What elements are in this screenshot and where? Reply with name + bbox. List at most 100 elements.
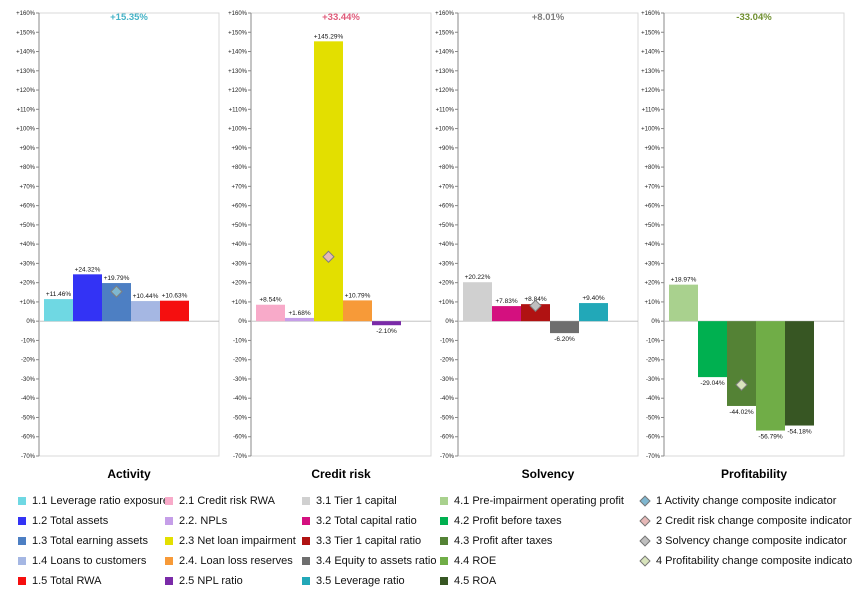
y-tick-label: -60% <box>440 435 455 441</box>
y-tick-label: +70% <box>19 184 35 190</box>
legend-swatch <box>18 497 26 505</box>
y-tick-label: +140% <box>435 50 455 56</box>
legend-swatch <box>165 497 173 505</box>
y-tick-label: +120% <box>228 88 248 94</box>
legend-item: 2.5 NPL ratio <box>165 575 243 587</box>
bar <box>669 284 698 322</box>
legend-item: 4.1 Pre-impairment operating profit <box>440 495 624 507</box>
legend-item: 3.2 Total capital ratio <box>302 515 417 527</box>
legend-label: 4.4 ROE <box>454 555 497 567</box>
legend-item: 3 Solvency change composite indicator <box>639 535 847 547</box>
y-tick-label: +140% <box>16 50 36 56</box>
y-tick-label: +50% <box>231 223 247 229</box>
y-tick-label: +120% <box>435 88 455 94</box>
y-tick-label: +90% <box>644 146 660 152</box>
y-tick-label: +150% <box>435 30 455 36</box>
y-tick-label: -70% <box>646 454 661 460</box>
y-tick-label: +130% <box>435 69 455 75</box>
legend-item: 1.1 Leverage ratio exposure <box>18 495 169 507</box>
bar <box>160 300 189 322</box>
legend-label: 3.1 Tier 1 capital <box>316 495 397 507</box>
legend-label: 3 Solvency change composite indicator <box>656 535 847 547</box>
legend-swatch <box>18 557 26 565</box>
y-tick-label: +20% <box>644 281 660 287</box>
bar <box>785 321 814 426</box>
legend-label: 3.5 Leverage ratio <box>316 575 405 587</box>
y-tick-label: +100% <box>435 127 455 133</box>
y-tick-label: +150% <box>228 30 248 36</box>
composite-marker <box>110 285 123 298</box>
y-tick-label: +120% <box>641 88 661 94</box>
y-tick-label: -40% <box>233 396 248 402</box>
legend-label: 3.3 Tier 1 capital ratio <box>316 535 422 547</box>
y-tick-label: +120% <box>16 88 36 94</box>
legend-label: 3.2 Total capital ratio <box>316 515 417 527</box>
y-tick-label: -60% <box>646 435 661 441</box>
panel-title: Profitability <box>721 467 787 481</box>
data-label: +9.40% <box>582 295 604 302</box>
legend-swatch <box>302 577 310 585</box>
composite-value: +8.01% <box>532 12 565 23</box>
legend-item: 2.4. Loan loss reserves <box>165 555 293 567</box>
y-tick-label: -60% <box>21 435 36 441</box>
y-tick-label: +70% <box>644 184 660 190</box>
legend-label: 4 Profitability change composite indicat… <box>656 555 853 567</box>
y-tick-label: +140% <box>641 50 661 56</box>
legend-diamond-icon <box>639 515 651 527</box>
y-tick-label: 0% <box>651 319 660 325</box>
legend-item: 4.4 ROE <box>440 555 496 567</box>
y-tick-label: +110% <box>229 107 248 113</box>
y-tick-label: -70% <box>440 454 455 460</box>
legend-item: 2 Credit risk change composite indicator <box>639 515 852 527</box>
legend-item: 4.5 ROA <box>440 575 496 587</box>
bar <box>314 41 343 322</box>
legend-label: 1.3 Total earning assets <box>32 535 148 547</box>
data-label: -2.10% <box>376 328 397 335</box>
y-tick-label: +130% <box>228 69 248 75</box>
y-tick-label: -70% <box>21 454 36 460</box>
y-tick-label: -50% <box>440 415 455 421</box>
bar <box>756 321 785 431</box>
legend-item: 1 Activity change composite indicator <box>639 495 836 507</box>
legend-swatch <box>165 557 173 565</box>
y-tick-label: +100% <box>228 127 248 133</box>
y-tick-label: -10% <box>646 338 661 344</box>
legend-item: 3.3 Tier 1 capital ratio <box>302 535 421 547</box>
legend-label: 2.4. Loan loss reserves <box>179 555 293 567</box>
legend-swatch <box>302 537 310 545</box>
y-tick-label: +50% <box>644 223 660 229</box>
y-tick-label: +30% <box>644 261 660 267</box>
y-tick-label: -30% <box>440 377 455 383</box>
y-tick-label: +90% <box>19 146 35 152</box>
legend-item: 1.2 Total assets <box>18 515 108 527</box>
panel-title: Solvency <box>522 467 575 481</box>
bar <box>285 317 314 322</box>
legend-swatch <box>302 517 310 525</box>
y-tick-label: +10% <box>19 300 35 306</box>
data-label: +145.29% <box>314 33 344 40</box>
bar <box>550 321 579 334</box>
y-tick-label: +70% <box>438 184 454 190</box>
legend-swatch <box>18 537 26 545</box>
bar <box>492 306 521 322</box>
y-tick-label: +20% <box>438 281 454 287</box>
legend-label: 2.2. NPLs <box>179 515 228 527</box>
y-tick-label: -70% <box>233 454 248 460</box>
bar <box>372 321 401 326</box>
y-tick-label: -30% <box>233 377 248 383</box>
legend-item: 2.3 Net loan impairment <box>165 535 296 547</box>
y-tick-label: +90% <box>231 146 247 152</box>
y-tick-label: -40% <box>646 396 661 402</box>
y-tick-label: -50% <box>21 415 36 421</box>
y-tick-label: +80% <box>438 165 454 171</box>
y-tick-label: +10% <box>644 300 660 306</box>
legend-item: 1.3 Total earning assets <box>18 535 148 547</box>
y-tick-label: +10% <box>438 300 454 306</box>
legend-diamond-icon <box>639 495 651 507</box>
y-tick-label: -20% <box>440 358 455 364</box>
data-label: +18.97% <box>671 277 697 284</box>
legend-label: 2 Credit risk change composite indicator <box>656 515 852 527</box>
legend-swatch <box>440 497 448 505</box>
y-tick-label: +110% <box>642 107 661 113</box>
y-tick-label: +150% <box>641 30 661 36</box>
